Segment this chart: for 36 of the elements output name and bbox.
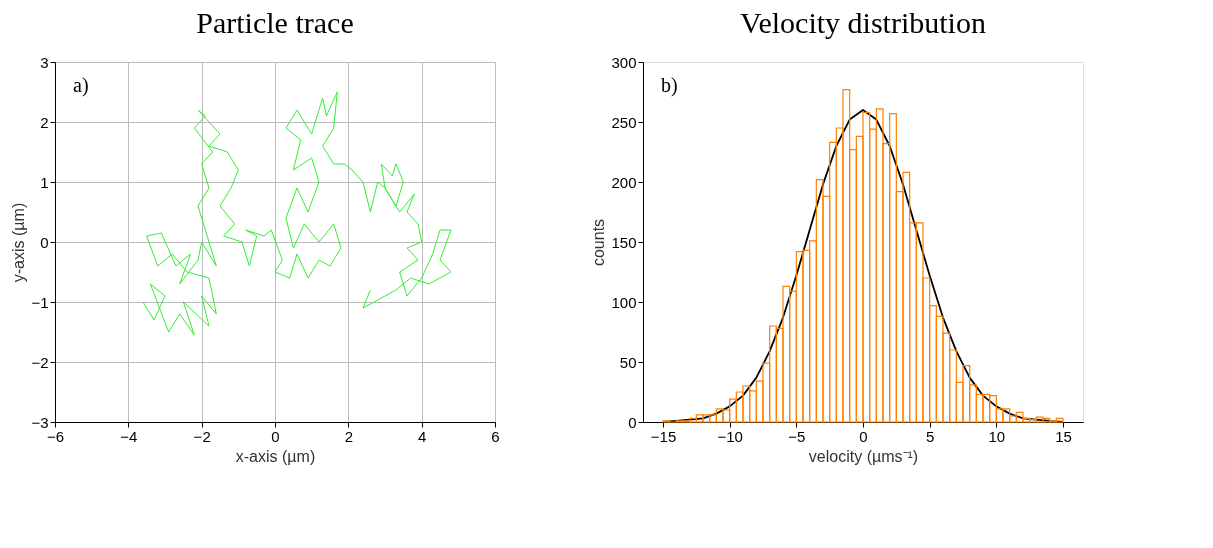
annotation: b) [661, 74, 678, 97]
y-tick-label: −3 [31, 413, 49, 431]
x-tick-label: 4 [417, 427, 427, 445]
x-tick-label: 2 [344, 427, 354, 445]
x-tick-label: −5 [788, 427, 806, 445]
x-axis-title: velocity (µms⁻¹) [808, 447, 919, 465]
y-tick-label: 300 [611, 53, 637, 71]
x-tick-label: 0 [859, 427, 868, 445]
y-tick-label: 2 [40, 113, 49, 131]
y-tick-label: −2 [31, 353, 49, 371]
y-tick-label: 100 [611, 293, 637, 311]
x-tick-label: 10 [988, 427, 1006, 445]
y-tick-label: 1 [40, 173, 49, 191]
x-tick-label: −2 [193, 427, 211, 445]
x-tick-label: −15 [650, 427, 677, 445]
x-tick-label: −10 [717, 427, 743, 445]
x-tick-label: 6 [491, 427, 500, 445]
y-tick-label: 200 [611, 173, 637, 191]
y-axis-title: y-axis (µm) [10, 202, 28, 283]
y-tick-label: 250 [611, 113, 637, 131]
y-tick-label: 150 [611, 233, 637, 251]
x-axis-title: x-axis (µm) [235, 447, 316, 465]
y-tick-label: 0 [628, 413, 637, 431]
x-tick-label: 0 [271, 427, 280, 445]
x-tick-label: −6 [46, 427, 65, 445]
x-tick-label: 15 [1055, 427, 1072, 445]
x-tick-label: 5 [925, 427, 935, 445]
y-tick-label: 0 [40, 233, 49, 251]
x-tick-label: −4 [120, 427, 138, 445]
chart-title: Particle trace [196, 6, 354, 39]
annotation: a) [73, 74, 89, 97]
y-tick-label: −1 [31, 293, 49, 311]
y-tick-label: 3 [40, 53, 49, 71]
chart-title: Velocity distribution [740, 6, 986, 39]
y-tick-label: 50 [619, 353, 637, 371]
y-axis-title: counts [590, 218, 608, 267]
